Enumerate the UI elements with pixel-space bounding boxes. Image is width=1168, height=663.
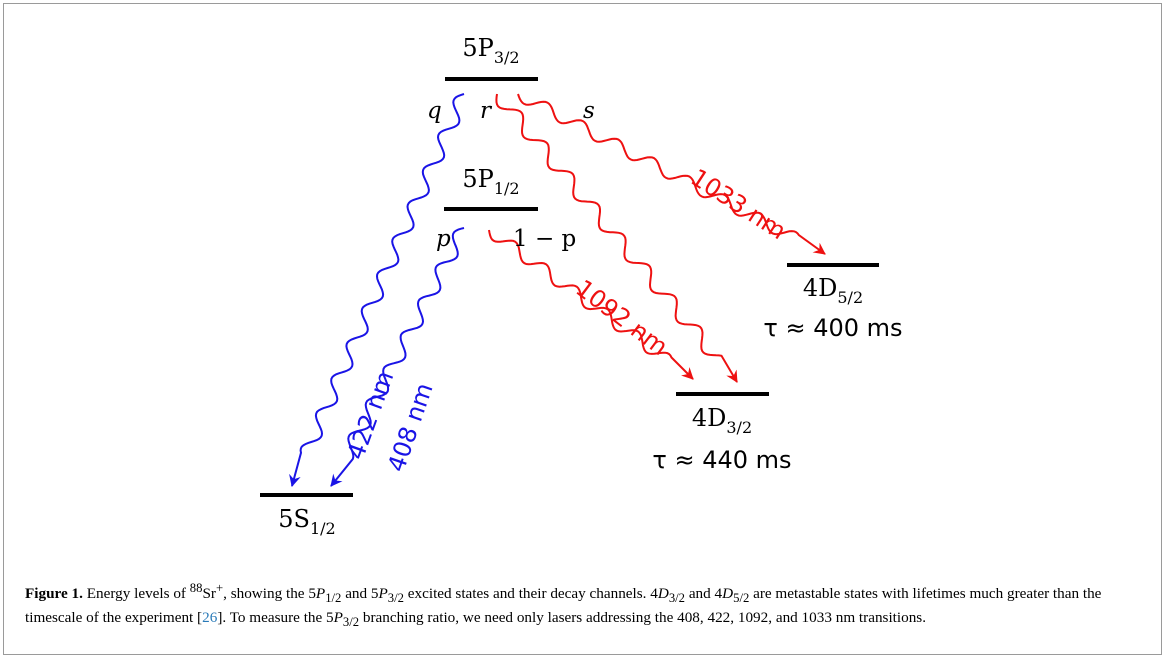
level-4d52-lifetime: τ ≈ 400 ms (763, 314, 902, 342)
level-5s12-label: 5S1/2 (278, 505, 335, 538)
energy-level-diagram: 5P3/2 5P1/2 4D5/2 τ ≈ 400 ms 4D3/2 τ ≈ 4… (0, 0, 1168, 580)
channel-s-label: s (583, 98, 595, 124)
channel-q-label: q (427, 98, 442, 124)
channel-1-minus-p-label: 1 − p (513, 226, 576, 252)
level-5p12-label: 5P1/2 (462, 165, 519, 198)
level-5p32-label: 5P3/2 (462, 34, 519, 67)
level-4d32-label: 4D3/2 (692, 404, 752, 437)
wavelength-1092-label: 1092 nm (571, 274, 674, 361)
figure-caption: Figure 1. Energy levels of 88Sr+, showin… (25, 578, 1145, 632)
citation-link[interactable]: 26 (202, 609, 217, 626)
channel-p-label: p (436, 226, 451, 252)
level-4d52-label: 4D5/2 (803, 274, 863, 307)
channel-r-label: r (480, 98, 493, 124)
wavelength-1033-label: 1033 nm (686, 163, 791, 245)
caption-label: Figure 1. (25, 585, 83, 602)
level-4d32-lifetime: τ ≈ 440 ms (652, 446, 791, 474)
